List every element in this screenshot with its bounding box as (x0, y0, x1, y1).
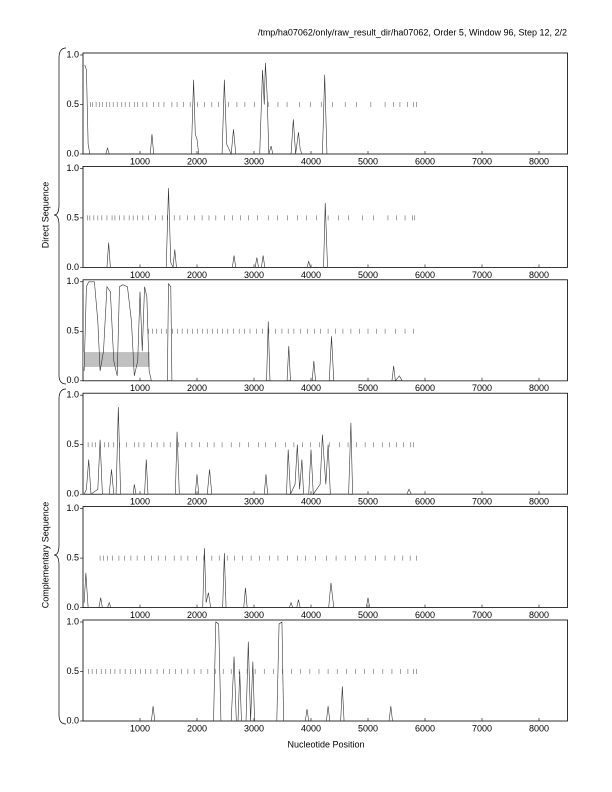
x-tick-label: 8000 (529, 383, 549, 393)
x-tick-label: 1000 (130, 723, 150, 733)
y-tick-label: 0.0 (66, 715, 79, 725)
panel-frame (82, 619, 568, 722)
panel-frame (82, 165, 568, 268)
x-tick-label: 2000 (187, 610, 207, 620)
y-tick-label: 0.5 (66, 326, 79, 336)
x-tick-label: 1000 (130, 610, 150, 620)
x-tick-label: 5000 (358, 270, 378, 280)
x-tick-label: 5000 (358, 383, 378, 393)
x-tick-label: 6000 (415, 497, 435, 507)
x-tick-label: 4000 (301, 723, 321, 733)
x-tick-label: 8000 (529, 723, 549, 733)
trace-line (84, 188, 568, 269)
x-tick-label: 3000 (244, 270, 264, 280)
x-tick-label: 6000 (415, 156, 435, 166)
x-tick-label: 8000 (529, 610, 549, 620)
panel-frame (82, 279, 568, 382)
x-tick-label: 3000 (244, 610, 264, 620)
x-tick-label: 6000 (415, 270, 435, 280)
x-tick-label: 4000 (301, 270, 321, 280)
x-tick-label: 4000 (301, 383, 321, 393)
x-tick-label: 5000 (358, 497, 378, 507)
panel-frame (82, 392, 568, 495)
x-tick-label: 8000 (529, 270, 549, 280)
y-tick-label: 1.0 (66, 390, 79, 400)
x-tick-label: 3000 (244, 383, 264, 393)
y-tick-label: 0.5 (66, 99, 79, 109)
x-tick-label: 7000 (472, 156, 492, 166)
x-tick-label: 1000 (130, 270, 150, 280)
x-tick-label: 7000 (472, 610, 492, 620)
x-tick-label: 7000 (472, 383, 492, 393)
group-brace (53, 388, 67, 725)
y-tick-label: 0.5 (66, 552, 79, 562)
trace-line (83, 281, 568, 382)
y-tick-label: 0.0 (66, 602, 79, 612)
highlight-region (83, 352, 150, 367)
x-tick-label: 4000 (301, 156, 321, 166)
group-label: Complementary Sequence (40, 502, 50, 609)
x-tick-label: 5000 (358, 723, 378, 733)
x-tick-label: 8000 (529, 156, 549, 166)
x-tick-label: 1000 (130, 383, 150, 393)
x-tick-label: 6000 (415, 383, 435, 393)
x-tick-label: 2000 (187, 156, 207, 166)
trace-line (84, 62, 568, 156)
x-tick-label: 7000 (472, 497, 492, 507)
x-tick-label: 3000 (244, 723, 264, 733)
y-tick-label: 0.0 (66, 375, 79, 385)
x-tick-label: 4000 (301, 610, 321, 620)
x-tick-label: 1000 (130, 156, 150, 166)
x-tick-label: 4000 (301, 497, 321, 507)
x-tick-label: 5000 (358, 156, 378, 166)
x-tick-label: 2000 (187, 270, 207, 280)
x-tick-label: 7000 (472, 723, 492, 733)
panel-frame (82, 52, 568, 155)
x-tick-label: 1000 (130, 497, 150, 507)
x-tick-label: 5000 (358, 610, 378, 620)
x-tick-label: 2000 (187, 723, 207, 733)
trace-line (83, 407, 568, 496)
x-axis-label: Nucleotide Position (287, 739, 364, 749)
y-tick-label: 0.0 (66, 148, 79, 158)
group-brace (53, 47, 67, 385)
x-tick-label: 3000 (244, 156, 264, 166)
y-tick-label: 0.0 (66, 262, 79, 272)
group-label: Direct Sequence (40, 182, 50, 249)
chart-title: /tmp/ha07062/only/raw_result_dir/ha07062… (258, 27, 567, 37)
y-tick-label: 0.5 (66, 439, 79, 449)
y-tick-label: 0.0 (66, 489, 79, 499)
x-tick-label: 7000 (472, 270, 492, 280)
trace-line (84, 621, 568, 722)
panel-frame (82, 506, 568, 609)
y-tick-label: 1.0 (66, 49, 79, 59)
y-tick-label: 1.0 (66, 163, 79, 173)
x-tick-label: 6000 (415, 610, 435, 620)
x-tick-label: 3000 (244, 497, 264, 507)
x-tick-label: 6000 (415, 723, 435, 733)
y-tick-label: 1.0 (66, 276, 79, 286)
y-tick-label: 1.0 (66, 503, 79, 513)
y-tick-label: 0.5 (66, 666, 79, 676)
y-tick-label: 0.5 (66, 212, 79, 222)
x-tick-label: 8000 (529, 497, 549, 507)
x-tick-label: 2000 (187, 497, 207, 507)
trace-line (83, 548, 568, 608)
y-tick-label: 1.0 (66, 616, 79, 626)
x-tick-label: 2000 (187, 383, 207, 393)
